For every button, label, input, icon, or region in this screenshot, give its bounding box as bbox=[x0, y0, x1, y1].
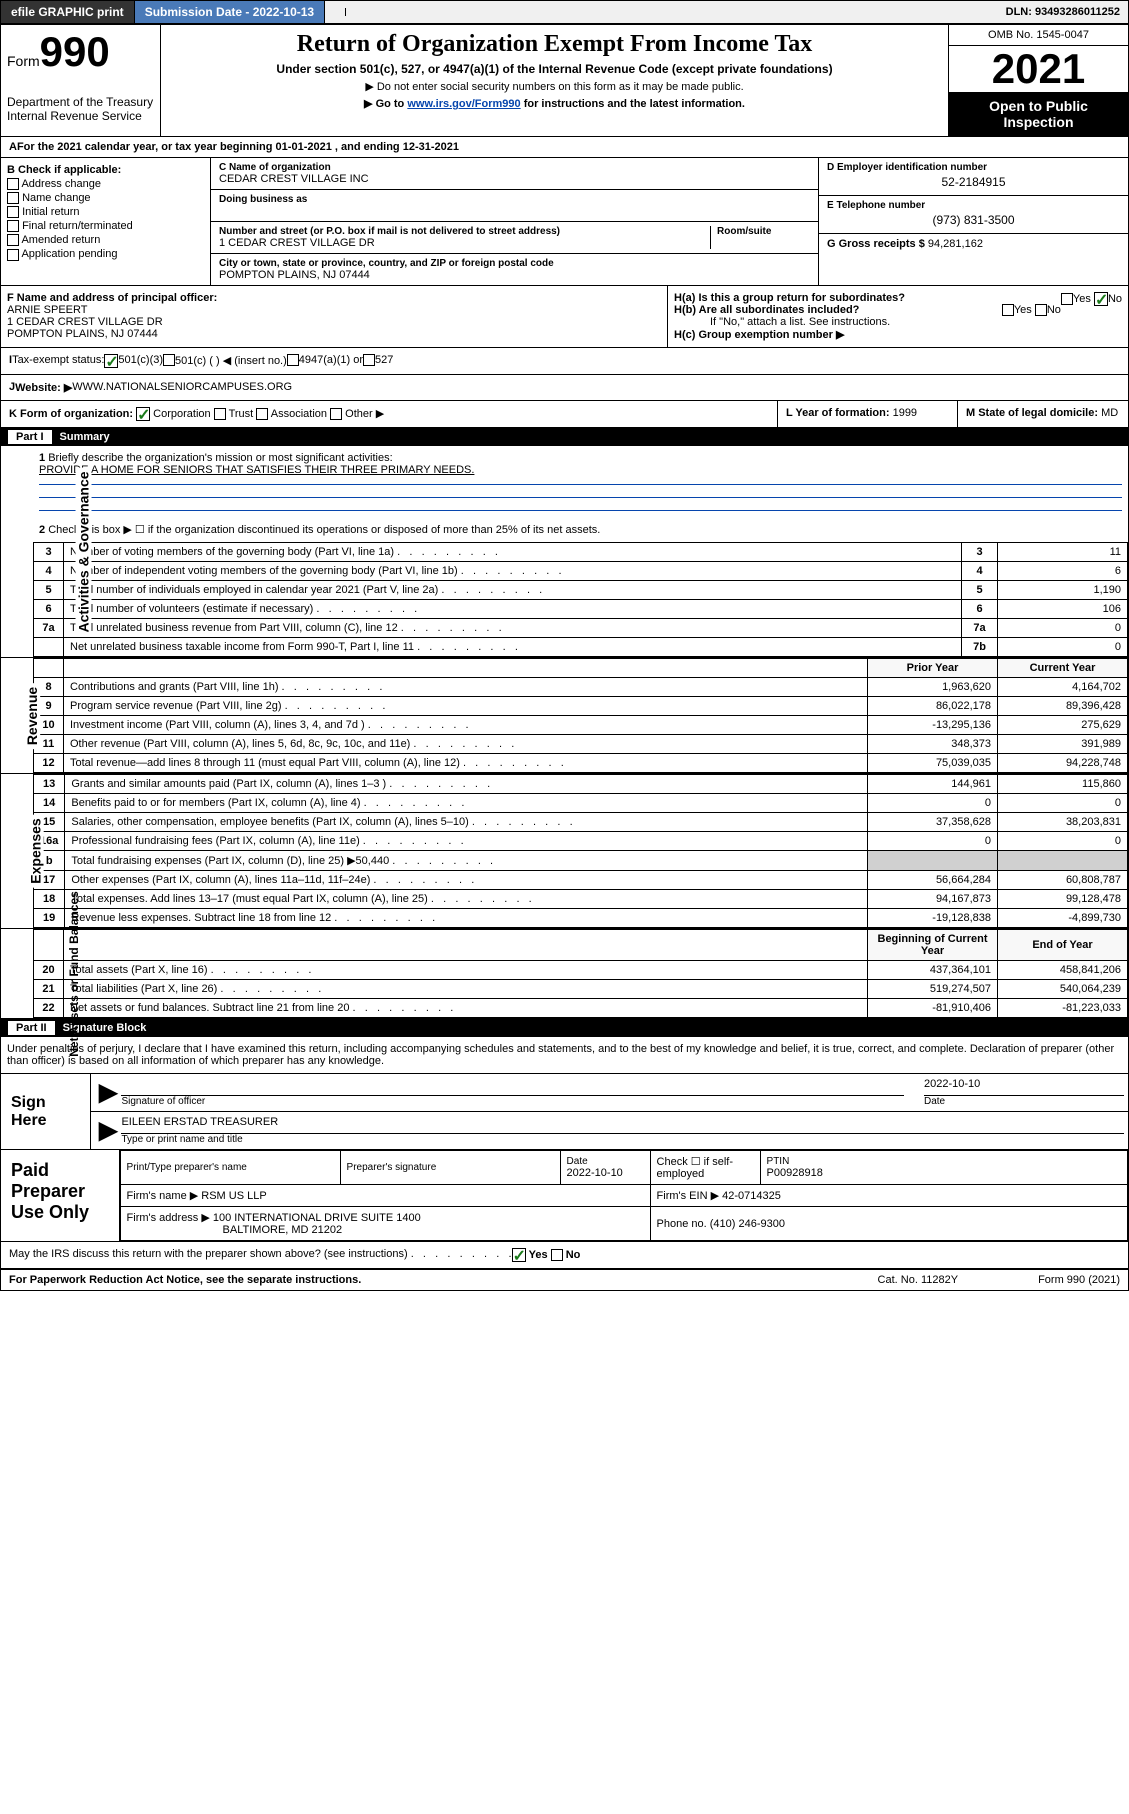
opt-amended-return[interactable]: Amended return bbox=[7, 234, 204, 246]
dept-treasury: Department of the Treasury bbox=[7, 95, 154, 109]
section-b: B Check if applicable: Address change Na… bbox=[1, 158, 211, 285]
revenue-table: Prior YearCurrent Year8Contributions and… bbox=[33, 658, 1128, 773]
line-a: A For the 2021 calendar year, or tax yea… bbox=[0, 137, 1129, 158]
line-i: I Tax-exempt status: 501(c)(3) 501(c) ( … bbox=[0, 348, 1129, 375]
header-left: Form990 Department of the Treasury Inter… bbox=[1, 25, 161, 136]
chk-501c3[interactable] bbox=[104, 354, 118, 368]
section-d-e-g: D Employer identification number52-21849… bbox=[818, 158, 1128, 285]
submission-date: Submission Date - 2022-10-13 bbox=[135, 1, 325, 23]
header-center: Return of Organization Exempt From Incom… bbox=[161, 25, 948, 136]
footer: For Paperwork Reduction Act Notice, see … bbox=[0, 1269, 1129, 1291]
open-public-inspection: Open to Public Inspection bbox=[949, 92, 1128, 136]
opt-name-change[interactable]: Name change bbox=[7, 192, 204, 204]
officer-sig: EILEEN ERSTAD TREASURER bbox=[121, 1116, 1124, 1134]
efile-print-button[interactable]: efile GRAPHIC print bbox=[1, 1, 135, 23]
omb-number: OMB No. 1545-0047 bbox=[949, 25, 1128, 46]
header-right: OMB No. 1545-0047 2021 Open to Public In… bbox=[948, 25, 1128, 136]
website: WWW.NATIONALSENIORCAMPUSES.ORG bbox=[72, 381, 292, 394]
form-title: Return of Organization Exempt From Incom… bbox=[167, 31, 942, 58]
section-b-through-g: B Check if applicable: Address change Na… bbox=[0, 158, 1129, 286]
opt-initial-return[interactable]: Initial return bbox=[7, 206, 204, 218]
ptin: P00928918 bbox=[767, 1167, 823, 1179]
side-expenses: Expenses bbox=[28, 814, 44, 887]
org-address: 1 CEDAR CREST VILLAGE DR bbox=[219, 237, 710, 249]
part1-expenses: Expenses 13Grants and similar amounts pa… bbox=[0, 774, 1129, 929]
paid-preparer: Paid Preparer Use Only Print/Type prepar… bbox=[0, 1150, 1129, 1242]
tax-year: 2021 bbox=[949, 46, 1128, 92]
irs-label: Internal Revenue Service bbox=[7, 109, 154, 123]
form-number: 990 bbox=[40, 28, 110, 75]
opt-final-return[interactable]: Final return/terminated bbox=[7, 220, 204, 232]
form-note1: ▶ Do not enter social security numbers o… bbox=[167, 80, 942, 93]
part1-header: Part ISummary bbox=[0, 428, 1129, 446]
line-j: J Website: ▶ WWW.NATIONALSENIORCAMPUSES.… bbox=[0, 375, 1129, 401]
side-governance: Activities & Governance bbox=[76, 467, 92, 636]
section-c: C Name of organizationCEDAR CREST VILLAG… bbox=[211, 158, 818, 285]
part2-header: Part IISignature Block bbox=[0, 1019, 1129, 1037]
dln-label: DLN: 93493286011252 bbox=[998, 2, 1128, 22]
line-k-l-m: K Form of organization: Corporation Trus… bbox=[0, 401, 1129, 428]
org-name: CEDAR CREST VILLAGE INC bbox=[219, 173, 810, 185]
ein: 52-2184915 bbox=[827, 173, 1120, 191]
form-note2: ▶ Go to www.irs.gov/Form990 for instruct… bbox=[167, 97, 942, 110]
netassets-table: Beginning of Current YearEnd of Year20To… bbox=[33, 929, 1128, 1018]
may-discuss: May the IRS discuss this return with the… bbox=[0, 1242, 1129, 1269]
firm-name: RSM US LLP bbox=[201, 1190, 266, 1202]
org-city: POMPTON PLAINS, NJ 07444 bbox=[219, 269, 810, 281]
part1-netassets: Net Assets or Fund Balances Beginning of… bbox=[0, 929, 1129, 1019]
expenses-table: 13Grants and similar amounts paid (Part … bbox=[33, 774, 1128, 928]
form-prefix: Form bbox=[7, 53, 40, 69]
top-toolbar: efile GRAPHIC print Submission Date - 20… bbox=[0, 0, 1129, 24]
opt-application-pending[interactable]: Application pending bbox=[7, 248, 204, 260]
topbar-spacer bbox=[325, 8, 346, 16]
part1-governance: Activities & Governance 1 Briefly descri… bbox=[0, 446, 1129, 658]
irs-link[interactable]: www.irs.gov/Form990 bbox=[407, 98, 520, 110]
governance-table: 3Number of voting members of the governi… bbox=[33, 542, 1128, 657]
gross-receipts: 94,281,162 bbox=[928, 238, 983, 250]
telephone: (973) 831-3500 bbox=[827, 211, 1120, 229]
part1-revenue: Revenue Prior YearCurrent Year8Contribut… bbox=[0, 658, 1129, 774]
side-netassets: Net Assets or Fund Balances bbox=[67, 891, 81, 1057]
sign-here: Sign Here ▶ Signature of officer 2022-10… bbox=[0, 1074, 1129, 1150]
form-subtitle: Under section 501(c), 527, or 4947(a)(1)… bbox=[167, 62, 942, 76]
opt-address-change[interactable]: Address change bbox=[7, 178, 204, 190]
mission: PROVIDE A HOME FOR SENIORS THAT SATISFIE… bbox=[39, 464, 474, 476]
form-header: Form990 Department of the Treasury Inter… bbox=[0, 24, 1129, 137]
declaration: Under penalties of perjury, I declare th… bbox=[0, 1037, 1129, 1074]
side-revenue: Revenue bbox=[24, 682, 40, 748]
officer-name: ARNIE SPEERT bbox=[7, 304, 88, 316]
section-f-h: F Name and address of principal officer:… bbox=[0, 286, 1129, 348]
